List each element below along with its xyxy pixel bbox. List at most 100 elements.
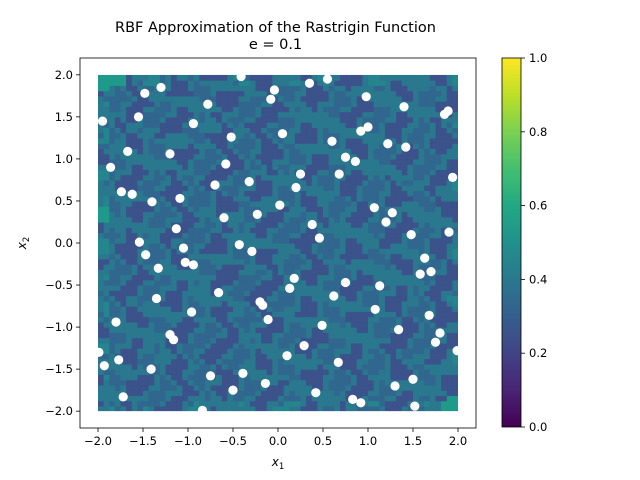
surface-cell	[379, 327, 386, 333]
surface-cell	[373, 137, 380, 144]
surface-cell	[188, 148, 195, 155]
surface-cell	[283, 237, 290, 244]
surface-cell	[368, 384, 375, 391]
surface-cell	[328, 237, 335, 244]
surface-cell	[373, 221, 380, 228]
surface-cell	[233, 363, 240, 370]
surface-cell	[204, 232, 212, 239]
surface-cell	[193, 216, 200, 223]
surface-cell	[362, 158, 369, 165]
surface-cell	[165, 405, 172, 412]
surface-cell	[306, 327, 313, 333]
surface-cell	[390, 337, 397, 344]
surface-cell	[120, 358, 127, 365]
surface-cell	[238, 379, 245, 386]
surface-cell	[283, 369, 290, 375]
sample-point	[387, 208, 397, 218]
surface-cell	[272, 243, 279, 249]
surface-cell	[362, 200, 369, 207]
surface-cell	[244, 337, 251, 344]
surface-cell	[311, 164, 318, 171]
surface-cell	[204, 90, 212, 97]
surface-cell	[368, 279, 375, 286]
surface-cell	[413, 358, 420, 365]
surface-cell	[368, 316, 375, 323]
surface-cell	[126, 106, 133, 113]
surface-cell	[165, 221, 172, 228]
surface-cell	[210, 348, 217, 354]
surface-cell	[188, 353, 195, 360]
surface-cell	[317, 227, 324, 234]
surface-cell	[238, 137, 245, 144]
surface-cell	[283, 185, 290, 192]
surface-cell	[227, 206, 234, 213]
surface-cell	[233, 258, 240, 265]
surface-cell	[199, 321, 206, 328]
surface-cell	[216, 363, 223, 370]
surface-cell	[384, 111, 392, 118]
surface-cell	[452, 253, 458, 260]
surface-cell	[165, 395, 172, 402]
rbf-surface	[98, 74, 458, 412]
surface-cell	[114, 137, 122, 144]
surface-cell	[396, 369, 403, 375]
surface-cell	[362, 206, 369, 213]
surface-cell	[373, 264, 380, 270]
surface-cell	[176, 358, 183, 365]
surface-cell	[424, 95, 431, 102]
surface-cell	[407, 332, 414, 339]
surface-cell	[143, 74, 150, 81]
surface-cell	[407, 132, 414, 139]
surface-cell	[345, 248, 352, 255]
surface-cell	[227, 85, 234, 92]
surface-cell	[165, 258, 172, 265]
surface-cell	[216, 253, 223, 260]
surface-cell	[182, 253, 189, 260]
surface-cell	[396, 342, 403, 349]
surface-cell	[413, 327, 420, 333]
surface-cell	[446, 85, 453, 92]
surface-cell	[171, 195, 178, 202]
surface-cell	[362, 232, 369, 239]
surface-cell	[379, 316, 386, 323]
surface-cell	[294, 395, 302, 402]
surface-cell	[368, 74, 375, 81]
surface-cell	[154, 311, 161, 318]
surface-cell	[103, 279, 110, 286]
surface-cell	[323, 143, 330, 149]
sample-point	[275, 200, 285, 210]
surface-cell	[193, 353, 200, 360]
surface-cell	[368, 390, 375, 397]
sample-point	[289, 273, 299, 283]
surface-cell	[193, 279, 200, 286]
surface-cell	[311, 306, 318, 312]
surface-cell	[221, 311, 228, 318]
surface-cell	[238, 295, 245, 302]
surface-cell	[193, 127, 200, 134]
surface-cell	[114, 148, 122, 155]
surface-cell	[131, 316, 138, 323]
surface-cell	[294, 132, 302, 139]
surface-cell	[176, 374, 183, 381]
surface-cell	[300, 258, 307, 265]
surface-cell	[294, 321, 302, 328]
surface-cell	[137, 290, 144, 297]
surface-cell	[339, 285, 347, 291]
surface-cell	[210, 353, 217, 360]
surface-cell	[137, 195, 144, 202]
surface-cell	[351, 285, 358, 291]
surface-cell	[390, 395, 397, 402]
surface-cell	[345, 342, 352, 349]
surface-cell	[249, 348, 257, 354]
surface-cell	[334, 143, 341, 149]
surface-cell	[368, 195, 375, 202]
surface-cell	[368, 116, 375, 123]
surface-cell	[351, 227, 358, 234]
surface-cell	[418, 384, 425, 391]
surface-cell	[435, 390, 442, 397]
surface-cell	[165, 237, 172, 244]
surface-cell	[384, 174, 392, 181]
surface-cell	[199, 384, 206, 391]
surface-cell	[193, 211, 200, 218]
surface-cell	[120, 311, 127, 318]
